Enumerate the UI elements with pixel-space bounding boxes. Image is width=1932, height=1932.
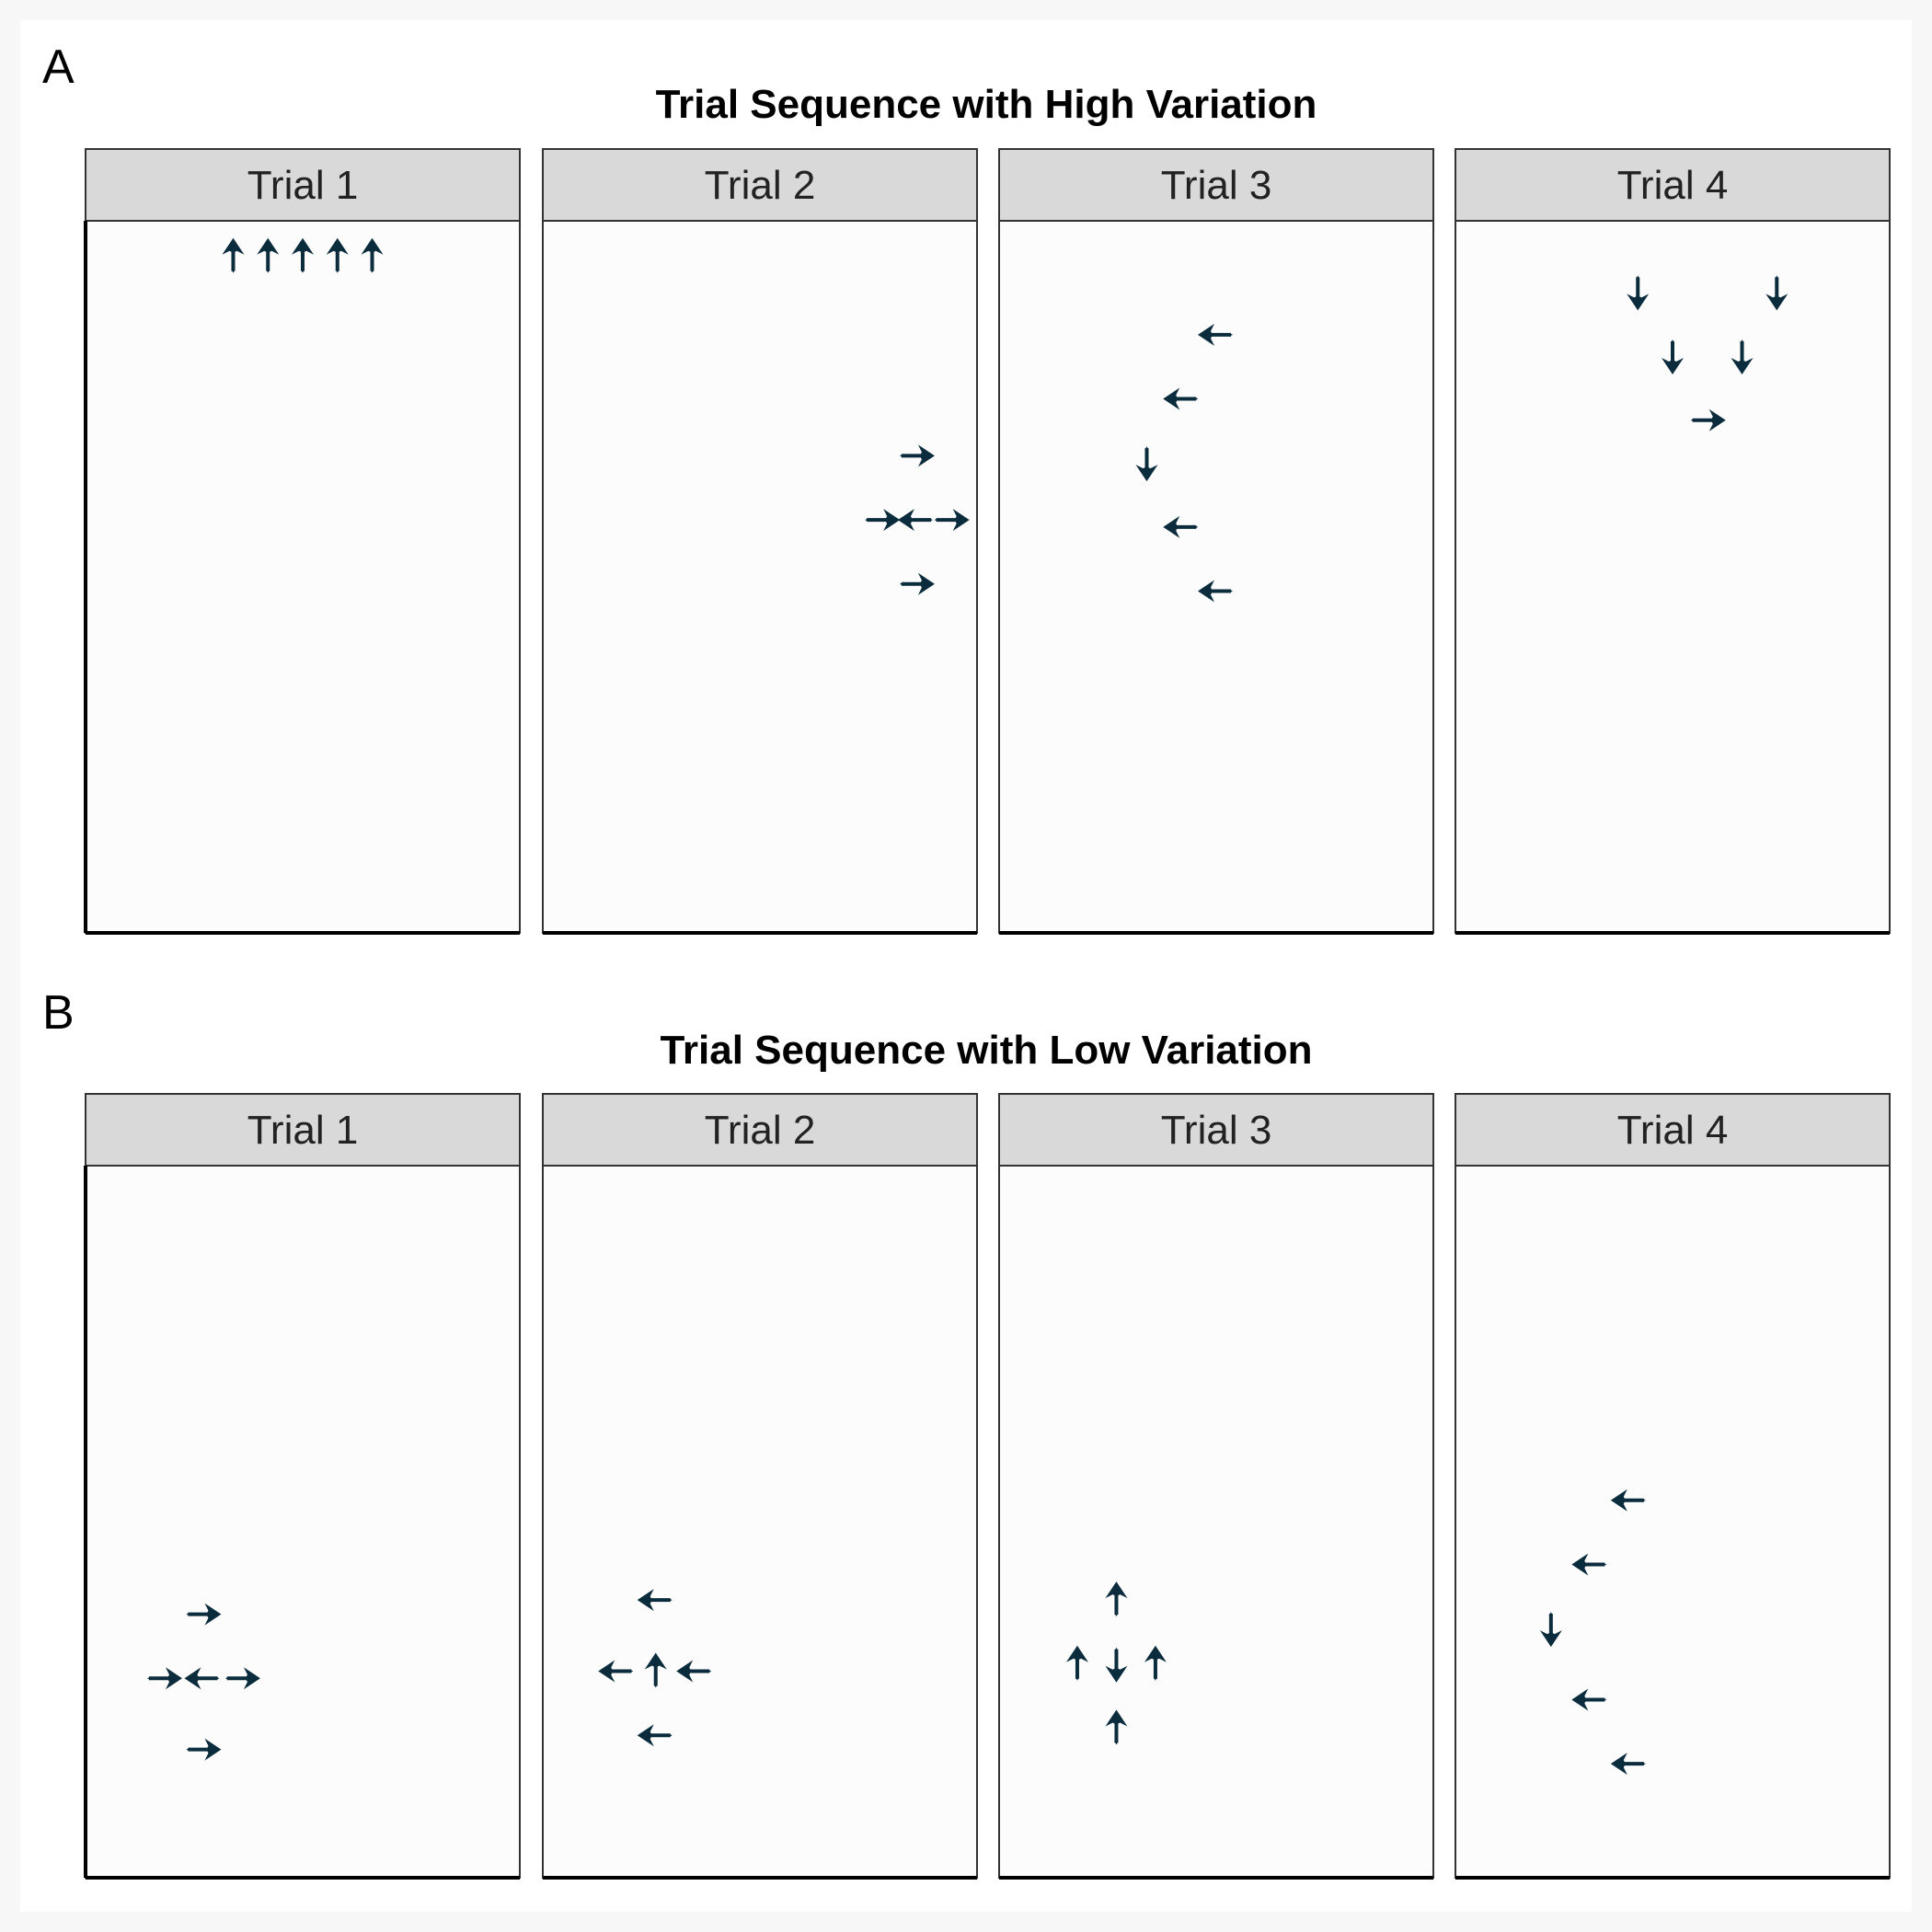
facet-row1-trial-3: Trial 3 [998, 148, 1434, 935]
arrow-right-icon [186, 1603, 222, 1626]
arrow-left-icon [637, 1589, 673, 1612]
facet-grid: Trial 1 Trial 2 Trial 3 Trial 4 Trial 1 Trial… [84, 148, 1891, 1880]
facet-row2-trial-3: Trial 3 [998, 1093, 1434, 1880]
facet-strip-label: Trial 3 [1161, 1108, 1272, 1153]
arrow-right-icon [899, 572, 935, 595]
facet-row2-trial-1: Trial 1 [84, 1093, 521, 1880]
facet-panel [542, 220, 978, 934]
facet-strip-label: Trial 3 [1161, 163, 1272, 208]
facet-panel [85, 220, 521, 934]
arrow-left-icon [1571, 1688, 1607, 1711]
facet-strip [542, 148, 978, 222]
arrow-right-icon [899, 444, 935, 467]
row-title-low-variation: Trial Sequence with Low Variation [660, 1028, 1312, 1073]
arrow-down-icon [1105, 1647, 1128, 1683]
arrow-left-icon [676, 1660, 712, 1683]
arrow-down-icon [1765, 275, 1788, 311]
facet-strip-label: Trial 2 [705, 1108, 816, 1153]
arrow-left-icon [1163, 387, 1199, 410]
facet-row1-trial-4: Trial 4 [1455, 148, 1891, 935]
panel-label-a: A [42, 40, 75, 94]
facet-strip [1455, 1093, 1891, 1167]
facet-strip [85, 148, 521, 222]
row-title-high-variation: Trial Sequence with High Variation [656, 82, 1317, 127]
facet-row2-trial-4: Trial 4 [1455, 1093, 1891, 1880]
facet-panel [1455, 1165, 1891, 1879]
panel-label-b: B [42, 986, 75, 1040]
arrow-left-icon [1610, 1753, 1646, 1776]
arrow-up-icon [644, 1652, 667, 1688]
facet-row2-trial-2: Trial 2 [542, 1093, 978, 1880]
arrow-left-icon [598, 1660, 634, 1683]
facet-row1-trial-2: Trial 2 [542, 148, 978, 935]
arrow-right-icon [224, 1667, 260, 1690]
facet-strip-label: Trial 2 [705, 163, 816, 208]
arrow-up-icon [1065, 1645, 1088, 1681]
arrow-right-icon [1690, 408, 1726, 431]
arrow-up-icon [1144, 1645, 1167, 1681]
arrow-right-icon [146, 1667, 182, 1690]
arrow-left-icon [1163, 515, 1199, 538]
arrow-down-icon [1731, 339, 1754, 375]
facet-panel [85, 1165, 521, 1879]
arrow-right-icon [934, 509, 970, 532]
arrow-down-icon [1662, 339, 1684, 375]
facet-strip-label: Trial 1 [247, 1108, 359, 1153]
arrow-up-icon [1105, 1581, 1128, 1617]
arrow-up-icon [1105, 1709, 1128, 1745]
facet-strip [85, 1093, 521, 1167]
arrow-right-icon [865, 509, 901, 532]
arrow-down-icon [1135, 446, 1158, 482]
arrow-right-icon [186, 1738, 222, 1761]
facet-strip [542, 1093, 978, 1167]
facet-strip [1455, 148, 1891, 222]
facet-row1-trial-1: Trial 1 [84, 148, 521, 935]
facet-strip [998, 148, 1434, 222]
facet-strip [998, 1093, 1434, 1167]
arrow-up-icon [257, 237, 280, 273]
arrow-left-icon [637, 1724, 673, 1747]
arrow-left-icon [184, 1667, 220, 1690]
arrow-left-icon [1198, 580, 1233, 603]
arrow-down-icon [1539, 1612, 1562, 1648]
arrow-up-icon [361, 237, 384, 273]
arrow-left-icon [1198, 323, 1233, 346]
facet-panel [998, 220, 1434, 934]
facet-panel [998, 1165, 1434, 1879]
facet-panel [542, 1165, 978, 1879]
facet-strip-label: Trial 4 [1617, 163, 1729, 208]
arrow-down-icon [1627, 275, 1650, 311]
arrow-left-icon [1571, 1553, 1607, 1576]
arrow-left-icon [1610, 1489, 1646, 1512]
facet-strip-label: Trial 4 [1617, 1108, 1729, 1153]
facet-strip-label: Trial 1 [247, 163, 359, 208]
arrow-left-icon [897, 509, 933, 532]
arrow-up-icon [292, 237, 314, 273]
facet-panel [1455, 220, 1891, 934]
arrow-up-icon [222, 237, 245, 273]
arrow-up-icon [326, 237, 349, 273]
